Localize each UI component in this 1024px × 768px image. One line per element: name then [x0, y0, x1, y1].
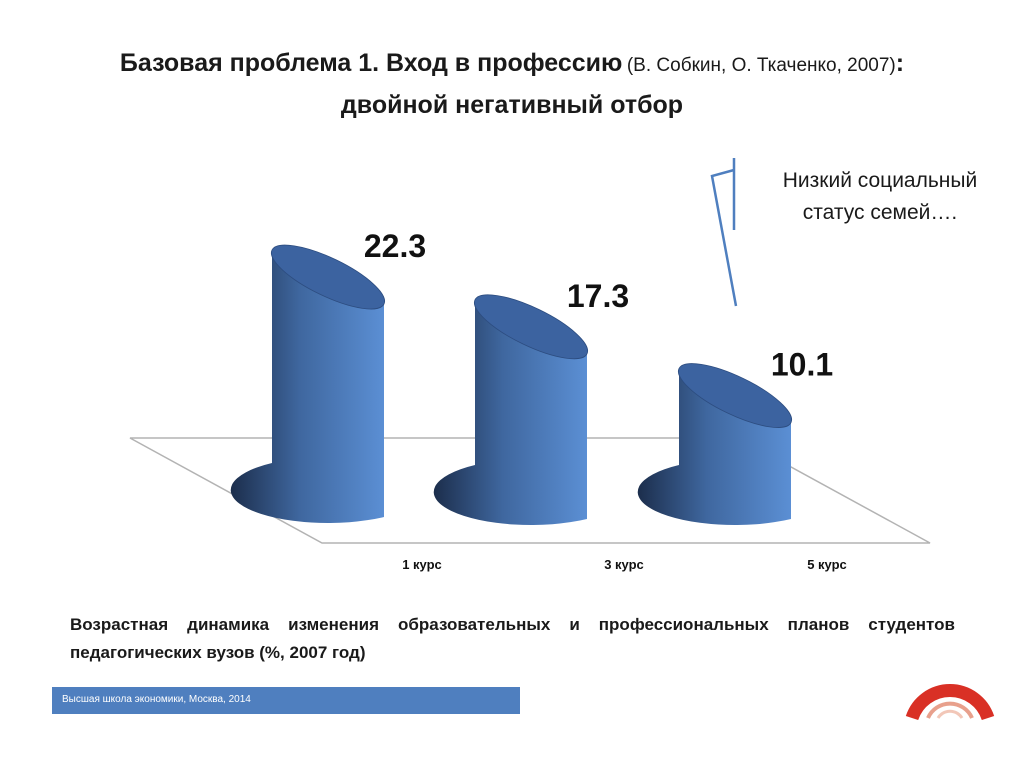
chart-caption: Возрастная динамика изменения образовате…: [70, 615, 955, 662]
category-label: 3 курс: [604, 557, 644, 572]
bar-body: [433, 299, 587, 526]
data-label: 17.3: [567, 278, 629, 314]
institute-logo: [905, 684, 995, 720]
annotation-pointer: [710, 168, 738, 307]
bar-top: [677, 363, 793, 428]
bar-1: [230, 244, 386, 524]
data-label: 22.3: [364, 228, 426, 264]
bar-top: [270, 244, 386, 310]
title-main: Базовая проблема 1. Вход в профессию: [119, 49, 623, 77]
slide-title: Базовая проблема 1. Вход в профессию (В.…: [40, 44, 984, 124]
bar-chart: 22.3 1 курс 17.3 3 курс 10.1 5 курс: [129, 158, 931, 572]
title-authors: (В. Собкин, О. Ткаченко, 2007): [626, 55, 896, 76]
title-colon: :: [895, 49, 905, 77]
category-label: 5 курс: [807, 557, 847, 572]
category-label: 1 курс: [402, 557, 442, 572]
title-subtitle: двойной негативный отбор: [340, 91, 684, 119]
bar-body: [230, 250, 384, 524]
footer-bar: Высшая школа экономики, Москва, 2014: [52, 687, 520, 714]
bar-3: [637, 363, 793, 526]
annotation-text: Низкий социальный статус семей….: [782, 169, 978, 224]
bar-2: [433, 294, 589, 526]
bar-top: [473, 294, 589, 360]
footer-text: Высшая школа экономики, Москва, 2014: [62, 694, 251, 705]
data-label: 10.1: [771, 347, 833, 383]
